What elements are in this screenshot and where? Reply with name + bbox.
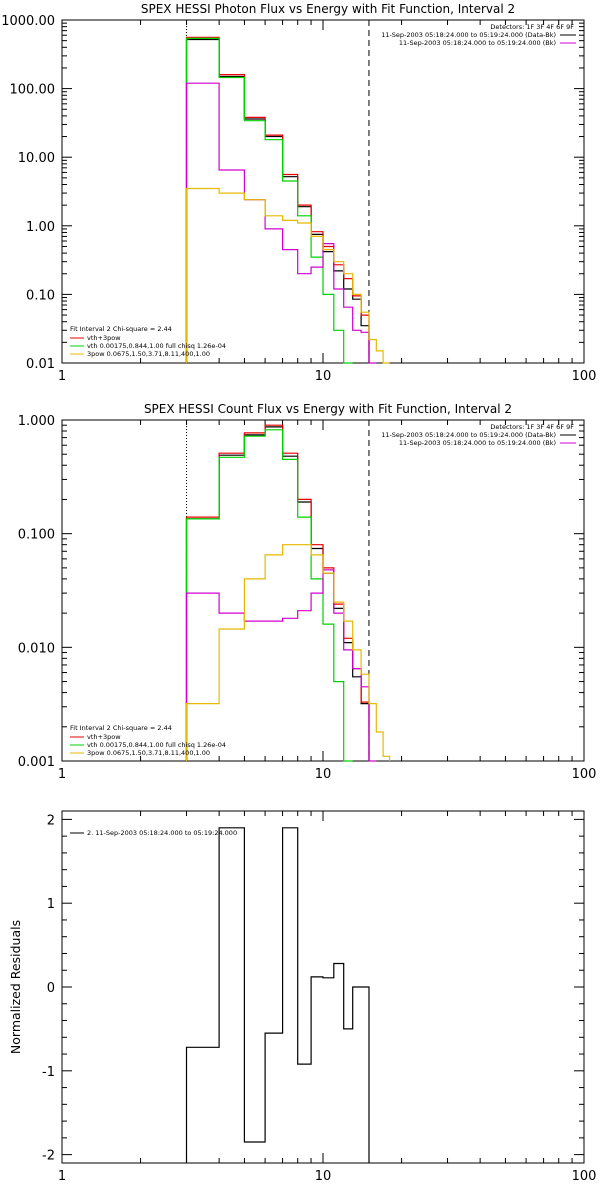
residuals-y-axis-label: Normalized Residuals bbox=[8, 920, 23, 1054]
count-flux-title: SPEX HESSI Count Flux vs Energy with Fit… bbox=[144, 402, 512, 416]
count-y-tick-label: 0.001 bbox=[18, 755, 55, 770]
photon-legend-entry-3: 3pow 0.0675,1.50,3.71,8.11,400,1.00 bbox=[87, 350, 210, 358]
photon-legend-entry-2: vth 0.00175,0.844,1.00 full chisq 1.26e-… bbox=[87, 342, 226, 350]
residuals-legend-entry: 2. 11-Sep-2003 05:18:24.000 to 05:19:24.… bbox=[87, 829, 237, 837]
photon-legend-entry-1: vth+3pow bbox=[87, 334, 121, 342]
photon-x-tick-label: 10 bbox=[315, 369, 332, 384]
count-series-green bbox=[185, 429, 353, 762]
photon-energy-range-lines bbox=[186, 20, 370, 363]
photon-flux-panel: SPEX HESSI Photon Flux vs Energy with Fi… bbox=[1, 2, 596, 384]
photon-y-tick-label: 0.10 bbox=[26, 288, 55, 303]
photon-detectors-label: Detectors: 1F 3F 4F 6F 9F bbox=[490, 23, 574, 31]
photon-y-tick-label: 1.00 bbox=[26, 220, 55, 235]
count-legend-entry-1: vth+3pow bbox=[87, 733, 121, 741]
photon-y-tick-label: 100.00 bbox=[10, 83, 56, 98]
photon-series-group bbox=[185, 36, 390, 364]
photon-y-tick-label: 0.01 bbox=[26, 357, 55, 372]
photon-series-magenta bbox=[185, 82, 377, 364]
count-header-bk: 11-Sep-2003 05:18:24.000 to 05:19:24.000… bbox=[399, 439, 556, 447]
photon-axis-ticks: 1 10 100 0.01 0.10 1.00 10.00 100.00 1000.00 bbox=[1, 14, 596, 384]
residuals-x-tick-label: 10 bbox=[315, 1169, 332, 1184]
count-legend-entry-3: 3pow 0.0675,1.50,3.71,8.11,400,1.00 bbox=[87, 749, 210, 757]
photon-x-tick-label: 1 bbox=[58, 369, 66, 384]
count-y-tick-label: 0.010 bbox=[18, 641, 55, 656]
residuals-y-tick-label: -1 bbox=[42, 1065, 55, 1080]
count-y-tick-label: 0.100 bbox=[18, 528, 55, 543]
photon-header: Detectors: 1F 3F 4F 6F 9F 11-Sep-2003 05… bbox=[381, 23, 576, 47]
residuals-x-tick-label: 1 bbox=[58, 1169, 66, 1184]
residuals-axis-ticks: 1 10 100 -2 -1 0 1 2 bbox=[42, 811, 596, 1184]
photon-flux-title: SPEX HESSI Photon Flux vs Energy with Fi… bbox=[141, 2, 515, 16]
count-x-tick-label: 100 bbox=[572, 767, 597, 782]
photon-series-green bbox=[185, 37, 353, 364]
residuals-x-tick-label: 100 bbox=[572, 1169, 597, 1184]
photon-header-bk: 11-Sep-2003 05:18:24.000 to 05:19:24.000… bbox=[399, 39, 556, 47]
residuals-series-black bbox=[185, 827, 370, 1163]
count-series-black bbox=[185, 426, 370, 761]
residuals-series-group bbox=[185, 827, 370, 1163]
photon-y-tick-label: 10.00 bbox=[18, 151, 55, 166]
residuals-plot-frame bbox=[61, 810, 585, 1164]
residuals-y-tick-label: 0 bbox=[47, 981, 55, 996]
count-detectors-label: Detectors: 1F 3F 4F 6F 9F bbox=[490, 423, 574, 431]
photon-plot-frame bbox=[61, 19, 585, 364]
count-x-tick-label: 10 bbox=[315, 767, 332, 782]
count-energy-range-lines bbox=[186, 420, 370, 761]
count-header-data-bk: 11-Sep-2003 05:18:24.000 to 05:19:24.000… bbox=[381, 431, 556, 439]
count-header: Detectors: 1F 3F 4F 6F 9F 11-Sep-2003 05… bbox=[381, 423, 576, 447]
count-flux-panel: SPEX HESSI Count Flux vs Energy with Fit… bbox=[18, 402, 597, 782]
residuals-legend: 2. 11-Sep-2003 05:18:24.000 to 05:19:24.… bbox=[70, 829, 237, 837]
residuals-y-tick-label: 2 bbox=[47, 813, 55, 828]
count-series-magenta bbox=[185, 569, 377, 762]
count-legend: Fit Interval 2 Chi-square = 2.44 vth+3po… bbox=[70, 724, 226, 757]
photon-series-yellow bbox=[185, 187, 390, 364]
photon-y-tick-label: 1000.00 bbox=[1, 14, 55, 29]
count-series-yellow bbox=[185, 544, 391, 761]
count-series-group bbox=[185, 424, 391, 762]
residuals-panel: Normalized Residuals 1 10 100 -2 -1 0 1 2 2. 11… bbox=[8, 810, 596, 1184]
count-legend-entry-2: vth 0.00175,0.844,1.00 full chisq 1.26e-… bbox=[87, 741, 226, 749]
count-y-tick-label: 1.000 bbox=[18, 414, 55, 429]
residuals-y-tick-label: 1 bbox=[47, 897, 55, 912]
count-axis-ticks: 1 10 100 0.001 0.010 0.100 1.000 bbox=[18, 414, 597, 782]
residuals-y-tick-label: -2 bbox=[42, 1149, 55, 1164]
photon-legend-title: Fit Interval 2 Chi-square = 2.44 bbox=[70, 325, 172, 333]
photon-x-tick-label: 100 bbox=[572, 369, 597, 384]
photon-header-data-bk: 11-Sep-2003 05:18:24.000 to 05:19:24.000… bbox=[381, 31, 556, 39]
photon-series-black bbox=[185, 38, 370, 363]
photon-legend: Fit Interval 2 Chi-square = 2.44 vth+3po… bbox=[70, 325, 226, 358]
count-x-tick-label: 1 bbox=[58, 767, 66, 782]
count-legend-title: Fit Interval 2 Chi-square = 2.44 bbox=[70, 724, 172, 732]
photon-series-red bbox=[185, 36, 370, 363]
